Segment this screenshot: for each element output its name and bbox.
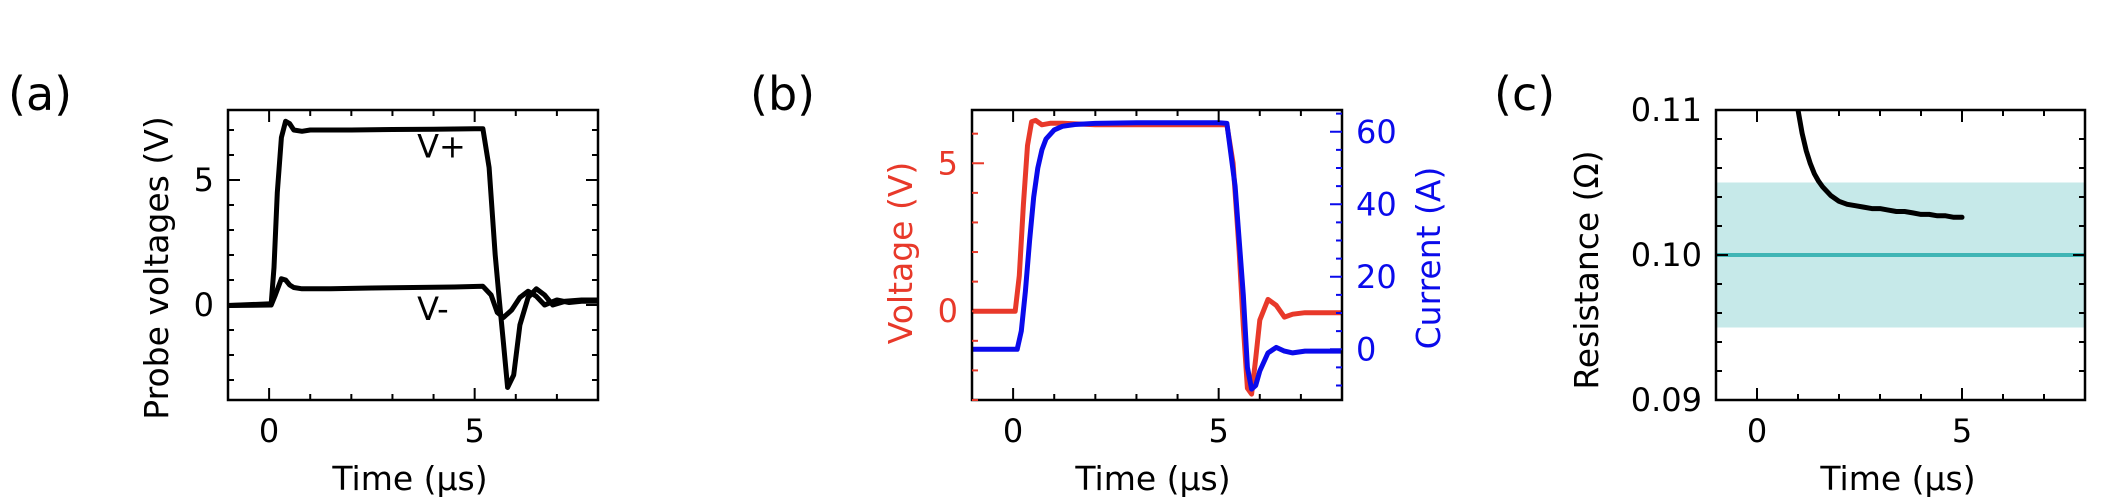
series-current: [972, 120, 1342, 392]
panel-c: (c) 0 5 0.09 0.10 0.11 Time (μs) Resistance …: [1494, 67, 2087, 498]
panel-a: (a) 0 5 0 5 V+ V- Time (μs) Probe voltages (V…: [8, 67, 600, 498]
series-v-: [228, 276, 598, 320]
annotation-v: V-: [417, 290, 449, 328]
panel-c-axes: 0 5 0.09 0.10 0.11: [1631, 91, 2087, 450]
panel-c-ylabel: Resistance (Ω): [1567, 150, 1606, 389]
x-tick-label: 5: [1208, 412, 1228, 450]
y-tick-label: 0.11: [1631, 91, 1702, 129]
y2-tick-label: 0: [1356, 330, 1376, 368]
panel-b-y2label: Current (A): [1409, 167, 1448, 350]
panel-a-axes: 0 5 0 5 V+ V-: [194, 108, 600, 450]
plot-frame: [970, 108, 1344, 402]
y2-tick-label: 40: [1356, 185, 1397, 223]
panel-label-b: (b): [750, 67, 815, 121]
panel-b-axes: 0 5 0 5 0 20 40 60: [938, 108, 1397, 450]
y-tick-label: 0: [938, 292, 958, 330]
y-tick-label: 5: [938, 144, 958, 182]
x-tick-label: 5: [464, 412, 484, 450]
x-tick-label: 5: [1952, 412, 1972, 450]
annotation-v: V+: [417, 128, 466, 166]
y-tick-label: 0: [194, 286, 214, 324]
panel-c-xlabel: Time (μs): [1819, 459, 1975, 498]
panel-a-xlabel: Time (μs): [331, 459, 487, 498]
y2-tick-label: 20: [1356, 258, 1397, 296]
panel-label-c: (c): [1494, 67, 1555, 121]
panel-a-ylabel: Probe voltages (V): [137, 116, 176, 419]
x-tick-label: 0: [1747, 412, 1767, 450]
series-v-: [228, 118, 598, 390]
plot-frame: [226, 108, 600, 402]
y-tick-label: 5: [194, 161, 214, 199]
x-tick-label: 0: [259, 412, 279, 450]
series-resistance: [1795, 110, 1965, 220]
panel-b: (b) 0 5 0 5 0 20 40 60 Time (μs) Voltage (V) Cu…: [750, 67, 1448, 498]
y2-tick-label: 60: [1356, 113, 1397, 151]
panel-b-xlabel: Time (μs): [1074, 459, 1230, 498]
y-tick-label: 0.10: [1631, 236, 1702, 274]
x-tick-label: 0: [1003, 412, 1023, 450]
panel-b-ylabel: Voltage (V): [881, 162, 920, 345]
panel-label-a: (a): [8, 67, 72, 121]
y-tick-label: 0.09: [1631, 381, 1702, 419]
